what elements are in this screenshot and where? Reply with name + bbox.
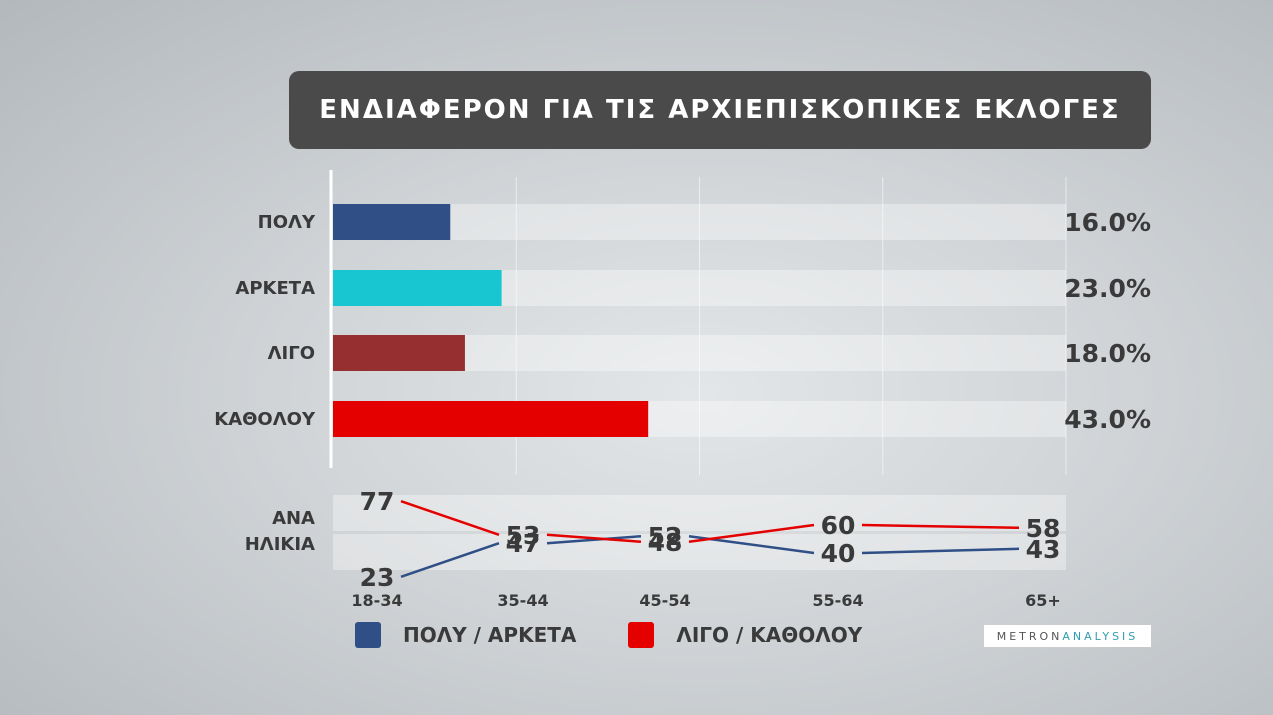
bar-track-0 (333, 204, 1066, 240)
series-0-segment-3 (861, 547, 1020, 555)
logo-part1: METRON (996, 629, 1063, 643)
series-0-point-label-4: 43 (1026, 535, 1061, 564)
title-banner: ΕΝΔΙΑΦΕΡΟΝ ΓΙΑ ΤΙΣ ΑΡΧΙΕΠΙΣΚΟΠΙΚΕΣ ΕΚΛΟΓ… (289, 71, 1151, 149)
series-0-point-label-2: 52 (648, 522, 683, 551)
legend-swatch-low (628, 622, 655, 648)
age-row-label-line1: ΑΝΑ (272, 508, 315, 529)
value-label-3: 43.0% (1064, 405, 1151, 434)
age-tick-1: 35-44 (497, 591, 548, 610)
bar-0 (333, 204, 451, 240)
category-label-0: ΠΟΛΥ (258, 212, 316, 233)
series-0-segment-0 (400, 542, 500, 578)
series-0-point-label-3: 40 (821, 539, 856, 568)
series-1-point-label-4: 58 (1026, 514, 1061, 543)
bar-1 (333, 270, 502, 306)
category-label-1: ΑΡΚΕΤΑ (235, 278, 315, 299)
age-tick-4: 65+ (1025, 591, 1061, 610)
legend-swatch-high (355, 622, 381, 648)
value-label-1: 23.0% (1064, 274, 1151, 303)
age-tick-0: 18-34 (351, 591, 402, 610)
category-label-3: ΚΑΘΟΛΟΥ (214, 409, 316, 430)
logo-part2: ANALYSIS (1062, 629, 1139, 643)
legend: ΠΟΛΥ / ΑΡΚΕΤΑ ΛΙΓΟ / ΚΑΘΟΛΟΥ (355, 622, 862, 648)
age-tick-2: 45-54 (639, 591, 690, 610)
metron-analysis-logo: METRON ANALYSIS (984, 625, 1151, 647)
series-0-point-label-0: 23 (360, 563, 395, 592)
series-1-segment-2 (688, 523, 815, 544)
series-1-segment-1 (546, 533, 642, 544)
age-strip-top (333, 495, 1066, 531)
age-row-label-line2: ΗΛΙΚΙΑ (245, 534, 315, 555)
bar-3 (333, 401, 649, 437)
series-1-point-label-3: 60 (821, 511, 856, 540)
category-label-2: ΛΙΓΟ (268, 343, 315, 364)
chart-title: ΕΝΔΙΑΦΕΡΟΝ ΓΙΑ ΤΙΣ ΑΡΧΙΕΠΙΣΚΟΠΙΚΕΣ ΕΚΛΟΓ… (319, 95, 1121, 125)
series-1-segment-0 (400, 500, 500, 536)
value-label-0: 16.0% (1064, 208, 1151, 237)
series-1-segment-3 (861, 523, 1020, 530)
series-1-point-label-2: 48 (648, 528, 683, 557)
legend-label-high: ΠΟΛΥ / ΑΡΚΕΤΑ (403, 623, 577, 647)
legend-label-low: ΛΙΓΟ / ΚΑΘΟΛΟΥ (676, 623, 863, 647)
series-1-point-label-0: 77 (360, 487, 395, 516)
series-0-point-label-1: 47 (506, 529, 541, 558)
series-0-segment-1 (546, 534, 642, 545)
series-1-point-label-1: 53 (506, 521, 541, 550)
age-tick-3: 55-64 (812, 591, 863, 610)
value-label-2: 18.0% (1064, 339, 1151, 368)
bar-2 (333, 335, 465, 371)
